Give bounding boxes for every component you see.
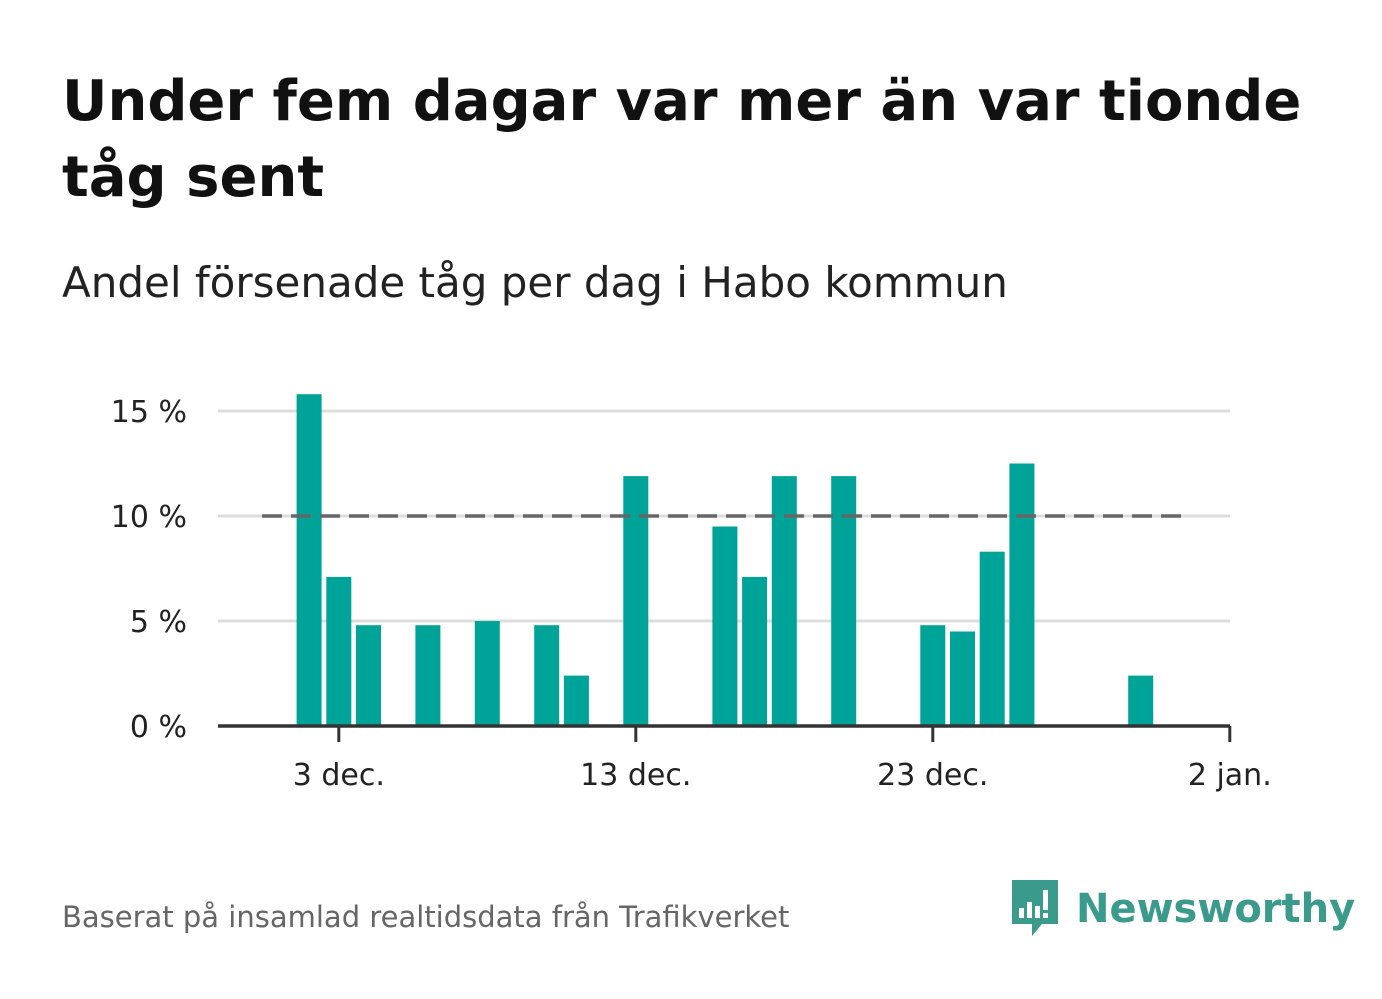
y-tick-label: 0 % [130, 710, 187, 745]
bar [563, 675, 589, 726]
bar [1009, 463, 1035, 726]
y-tick-label: 15 % [111, 395, 187, 430]
bar [979, 551, 1005, 726]
x-tick-label: 2 jan. [1188, 758, 1272, 793]
bar [356, 625, 381, 726]
y-tick-label: 5 % [130, 605, 187, 640]
bar [712, 526, 738, 726]
newsworthy-logo-icon [1012, 880, 1058, 936]
bar [326, 576, 352, 726]
x-tick-label: 23 dec. [877, 758, 988, 793]
bar-chart: 0 % 5 % 10 % 15 % 3 dec. 13 dec. 23 dec. 2 jan. [111, 394, 1272, 793]
brand-name: Newsworthy [1076, 886, 1356, 932]
bar [950, 631, 975, 726]
y-tick-label: 10 % [111, 500, 187, 535]
bar [534, 625, 560, 726]
bar [831, 476, 857, 726]
axes: 0 % 5 % 10 % 15 % 3 dec. 13 dec. 23 dec. 2 jan. [111, 395, 1272, 793]
x-tick-label: 3 dec. [293, 758, 385, 793]
brand: Newsworthy [1010, 878, 1355, 940]
x-tick-label: 13 dec. [580, 758, 691, 793]
bar [920, 625, 946, 726]
bar [1128, 675, 1154, 726]
bars [296, 394, 1154, 726]
bar [742, 576, 768, 726]
chart-subtitle: Andel försenade tåg per dag i Habo kommu… [62, 258, 1008, 307]
source-note: Baserat på insamlad realtidsdata från Tr… [62, 900, 790, 934]
bar [623, 476, 649, 726]
bar [415, 625, 441, 726]
bar [474, 621, 500, 726]
chart-title: Under fem dagar var mer än var tionde tå… [62, 69, 1302, 210]
bar [296, 394, 322, 726]
bar [771, 476, 797, 726]
